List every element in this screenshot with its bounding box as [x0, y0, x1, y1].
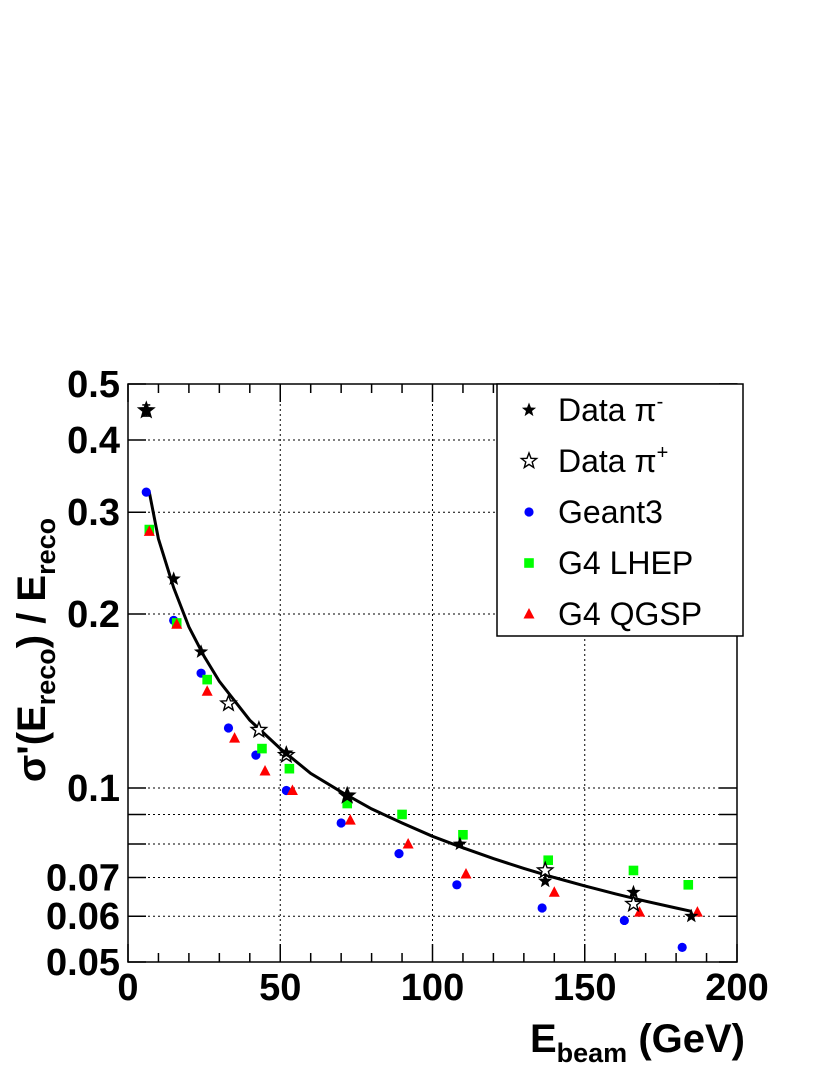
legend-marker: [519, 451, 539, 470]
geant3-point: [677, 942, 687, 952]
g4-qgsp-point: [171, 618, 183, 629]
g4-lhep-point: [397, 809, 407, 820]
g4-qgsp-point: [548, 886, 560, 897]
x-tick-label: 200: [705, 967, 768, 1009]
legend-marker: [523, 608, 535, 619]
g4-lhep-point: [284, 763, 295, 774]
x-tick-label: 0: [117, 967, 138, 1009]
data-minus-point: [166, 571, 181, 585]
g4-qgsp-point: [286, 784, 298, 796]
data-plus-point: [623, 893, 644, 913]
g4-qgsp-point: [402, 838, 414, 849]
g4-lhep-point: [458, 829, 468, 840]
y-tick-label: 0.5: [67, 364, 120, 406]
tick-labels: 0 50 100 150 200 0.050.060.07 0.1 0.2 0.3 0.4 0.5: [46, 364, 769, 1009]
legend-marker: [521, 402, 537, 417]
y-tick-label: 0.2: [67, 594, 120, 636]
data-minus-point: [684, 908, 699, 923]
x-tick-label: 100: [401, 967, 464, 1009]
legend-label: Data π+: [558, 442, 668, 479]
x-tick-label: 150: [553, 967, 616, 1009]
data-points: [136, 400, 703, 952]
y-tick-label: 0.06: [46, 896, 120, 938]
fit-curve-layer: [147, 491, 692, 913]
legend-box: [496, 383, 744, 637]
g4-lhep-point: [342, 798, 353, 809]
legend: Data π- Data π+ Geant3 G4 LHEP G4 QGSP: [496, 383, 744, 637]
y-tick-label: 0.1: [67, 768, 120, 810]
data-minus-point: [626, 884, 641, 899]
g4-qgsp-point: [634, 906, 646, 917]
legend-label: Data π-: [558, 391, 663, 428]
g4-lhep-point: [628, 865, 639, 876]
g4-lhep-point: [543, 855, 554, 866]
legend-label: Geant3: [558, 494, 663, 530]
legend-marker: [524, 507, 534, 517]
x-tick-label: 50: [259, 967, 301, 1009]
y-tick-label: 0.3: [67, 492, 120, 534]
data-minus-point: [139, 402, 154, 417]
g4-qgsp-point: [259, 765, 271, 776]
legend-label: G4 LHEP: [558, 545, 693, 581]
y-tick-label: 0.07: [46, 858, 120, 900]
geant3-point: [141, 487, 151, 497]
geant3-point: [223, 723, 234, 733]
x-axis-title: Ebeam (GeV): [530, 1017, 745, 1068]
g4-qgsp-point: [201, 685, 213, 696]
grid-lines: [128, 384, 737, 962]
fit-curve: [147, 491, 692, 913]
y-tick-label: 0.05: [46, 942, 120, 984]
g4-lhep-point: [202, 674, 212, 685]
data-minus-point: [340, 788, 355, 802]
data-minus-point: [452, 836, 467, 851]
data-plus-point: [219, 693, 238, 712]
geant3-point: [394, 849, 404, 859]
g4-qgsp-point: [143, 525, 155, 536]
geant3-point: [537, 903, 547, 913]
data-minus-point: [193, 644, 209, 658]
data-minus-point: [538, 873, 553, 888]
g4-qgsp-point: [460, 867, 472, 879]
legend-marker: [524, 558, 534, 568]
geant3-point: [336, 818, 346, 828]
g4-lhep-point: [683, 880, 694, 890]
geant3-point: [452, 880, 462, 890]
y-tick-label: 0.4: [67, 420, 120, 462]
data-minus-point: [279, 745, 294, 759]
y-axis-title: σ'(Ereco) / Ereco: [10, 518, 61, 782]
legend-label: G4 QGSP: [558, 596, 702, 632]
g4-qgsp-point: [344, 814, 356, 825]
geant3-point: [619, 915, 629, 926]
data-plus-point: [249, 719, 269, 739]
g4-qgsp-point: [229, 732, 241, 743]
g4-lhep-point: [257, 743, 267, 754]
